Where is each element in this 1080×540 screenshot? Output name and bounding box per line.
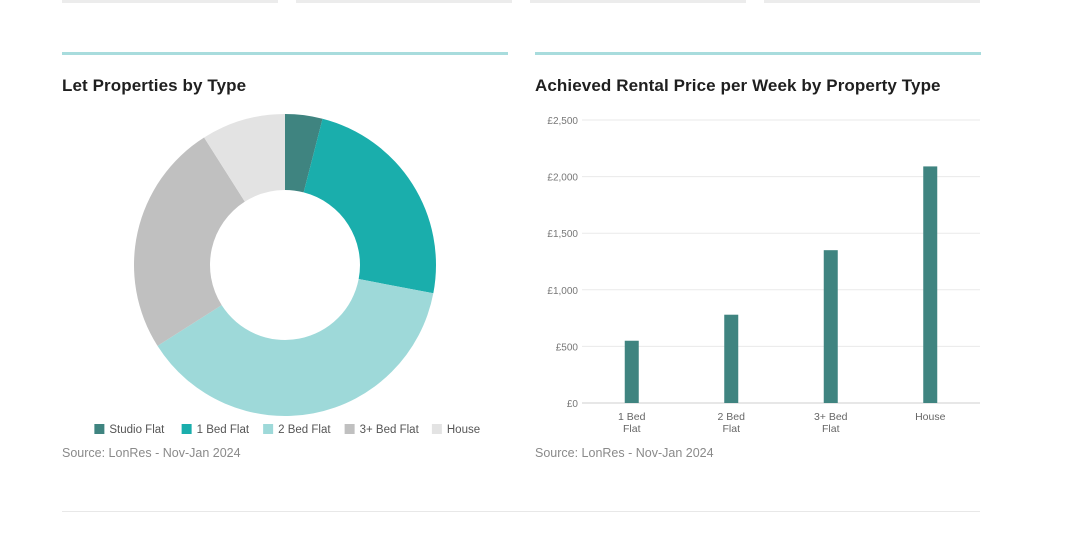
y-tick-label: £1,000 <box>547 286 578 297</box>
section-divider <box>62 511 980 512</box>
bar-chart-source: Source: LonRes - Nov-Jan 2024 <box>535 446 714 460</box>
top-tab-4[interactable] <box>764 0 980 3</box>
bar-chart-title: Achieved Rental Price per Week by Proper… <box>535 76 941 95</box>
legend-label-2-bed-flat: 2 Bed Flat <box>278 424 331 436</box>
bar-house <box>923 166 938 403</box>
donut-slice-2-bed-flat <box>157 279 434 416</box>
donut-slice-studio-flat <box>285 114 323 193</box>
top-tab-2[interactable] <box>296 0 512 3</box>
legend-label-3-plus-bed-flat: 3+ Bed Flat <box>360 424 420 436</box>
donut-chart: Studio Flat 1 Bed Flat 2 Bed Flat 3+ Bed Fl… <box>94 114 480 436</box>
y-tick-label: £0 <box>567 399 579 410</box>
x-tick-label: Flat <box>722 423 740 435</box>
x-tick-label: 1 Bed <box>618 411 646 423</box>
legend-swatch-2-bed-flat <box>263 424 274 434</box>
donut-slice-3-plus-bed-flat <box>134 137 245 346</box>
y-tick-label: £2,500 <box>547 116 578 127</box>
bar-3-plus-bed-flat <box>823 250 838 403</box>
bar-1-bed-flat <box>624 340 639 403</box>
donut-chart-source: Source: LonRes - Nov-Jan 2024 <box>62 446 241 460</box>
legend-swatch-3-plus-bed-flat <box>344 424 355 434</box>
legend-label-studio-flat: Studio Flat <box>109 424 165 436</box>
legend-swatch-house <box>431 424 442 434</box>
y-tick-label: £1,500 <box>547 229 578 240</box>
donut-legend: Studio Flat 1 Bed Flat 2 Bed Flat 3+ Bed Fl… <box>94 424 480 436</box>
legend-label-1-bed-flat: 1 Bed Flat <box>197 424 250 436</box>
donut-chart-title: Let Properties by Type <box>62 76 247 95</box>
bar-2-bed-flat <box>724 314 739 403</box>
legend-swatch-1-bed-flat <box>181 424 192 434</box>
x-tick-label: 3+ Bed <box>814 411 848 423</box>
x-tick-label: 2 Bed <box>718 411 746 423</box>
left-panel-accent-rule <box>62 52 508 55</box>
top-tab-1[interactable] <box>62 0 278 3</box>
legend-label-house: House <box>447 424 480 436</box>
top-tab-3[interactable] <box>530 0 746 3</box>
legend-swatch-studio-flat <box>94 424 105 434</box>
x-tick-label: House <box>915 411 946 423</box>
right-panel-accent-rule <box>535 52 981 55</box>
y-tick-label: £500 <box>556 342 579 353</box>
donut-slice-1-bed-flat <box>303 118 437 294</box>
x-tick-label: Flat <box>623 423 641 435</box>
x-tick-label: Flat <box>822 423 840 435</box>
donut-slice-house <box>204 114 285 202</box>
y-tick-label: £2,000 <box>547 173 578 184</box>
